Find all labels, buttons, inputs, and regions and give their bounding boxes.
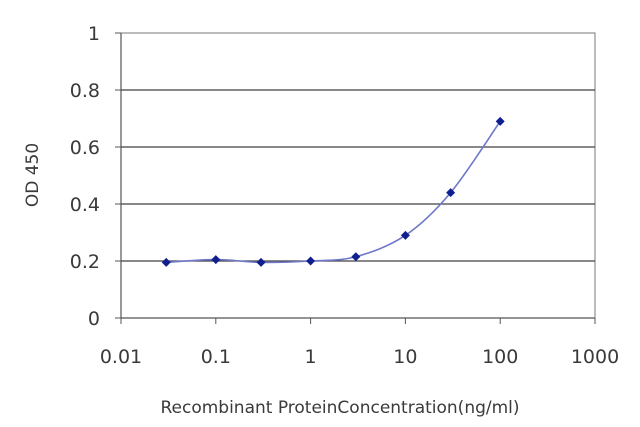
y-tick-label-0: 0 bbox=[88, 308, 100, 330]
x-tick-label-5: 1000 bbox=[571, 346, 619, 368]
x-tick-label-4: 100 bbox=[482, 346, 518, 368]
x-tick-labels: 0.01 0.1 1 10 100 1000 bbox=[100, 346, 619, 368]
x-axis-title: Recombinant ProteinConcentration(ng/ml) bbox=[160, 398, 519, 418]
y-tick-label-3: 0.6 bbox=[70, 137, 100, 159]
data-point-0 bbox=[161, 257, 171, 267]
x-tick-label-2: 1 bbox=[305, 346, 317, 368]
x-tick-label-3: 10 bbox=[393, 346, 417, 368]
data-point-6 bbox=[446, 188, 456, 198]
gridlines bbox=[121, 89, 595, 262]
data-series bbox=[161, 116, 505, 267]
y-tick-label-2: 0.4 bbox=[70, 194, 100, 216]
x-tick-label-0: 0.01 bbox=[100, 346, 142, 368]
y-tick-label-4: 0.8 bbox=[70, 80, 100, 102]
data-point-2 bbox=[256, 257, 266, 267]
axes bbox=[115, 32, 596, 324]
x-tick-label-1: 0.1 bbox=[201, 346, 231, 368]
plot-area bbox=[120, 32, 596, 319]
y-tick-label-1: 0.2 bbox=[70, 251, 100, 273]
data-point-1 bbox=[211, 255, 221, 265]
y-tick-labels: 0 0.2 0.4 0.6 0.8 1 bbox=[70, 23, 100, 330]
y-axis-title: OD 450 bbox=[23, 143, 43, 207]
data-point-4 bbox=[351, 252, 361, 262]
data-point-7 bbox=[495, 116, 505, 126]
y-tick-label-5: 1 bbox=[88, 23, 100, 45]
data-point-5 bbox=[400, 230, 410, 240]
data-point-3 bbox=[306, 256, 316, 266]
